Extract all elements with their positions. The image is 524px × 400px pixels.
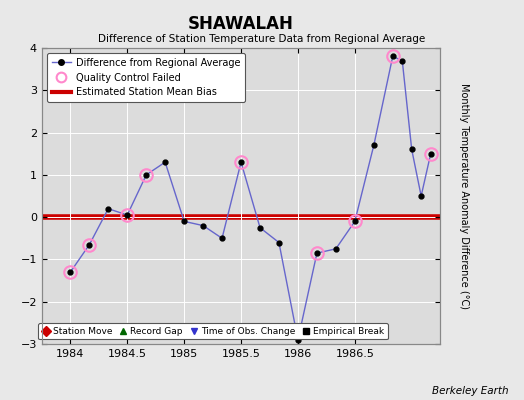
Text: Berkeley Earth: Berkeley Earth: [432, 386, 508, 396]
Y-axis label: Monthly Temperature Anomaly Difference (°C): Monthly Temperature Anomaly Difference (…: [459, 83, 469, 309]
Text: Difference of Station Temperature Data from Regional Average: Difference of Station Temperature Data f…: [99, 34, 425, 44]
Legend: Station Move, Record Gap, Time of Obs. Change, Empirical Break: Station Move, Record Gap, Time of Obs. C…: [38, 323, 388, 340]
Title: SHAWALAH: SHAWALAH: [188, 14, 294, 32]
